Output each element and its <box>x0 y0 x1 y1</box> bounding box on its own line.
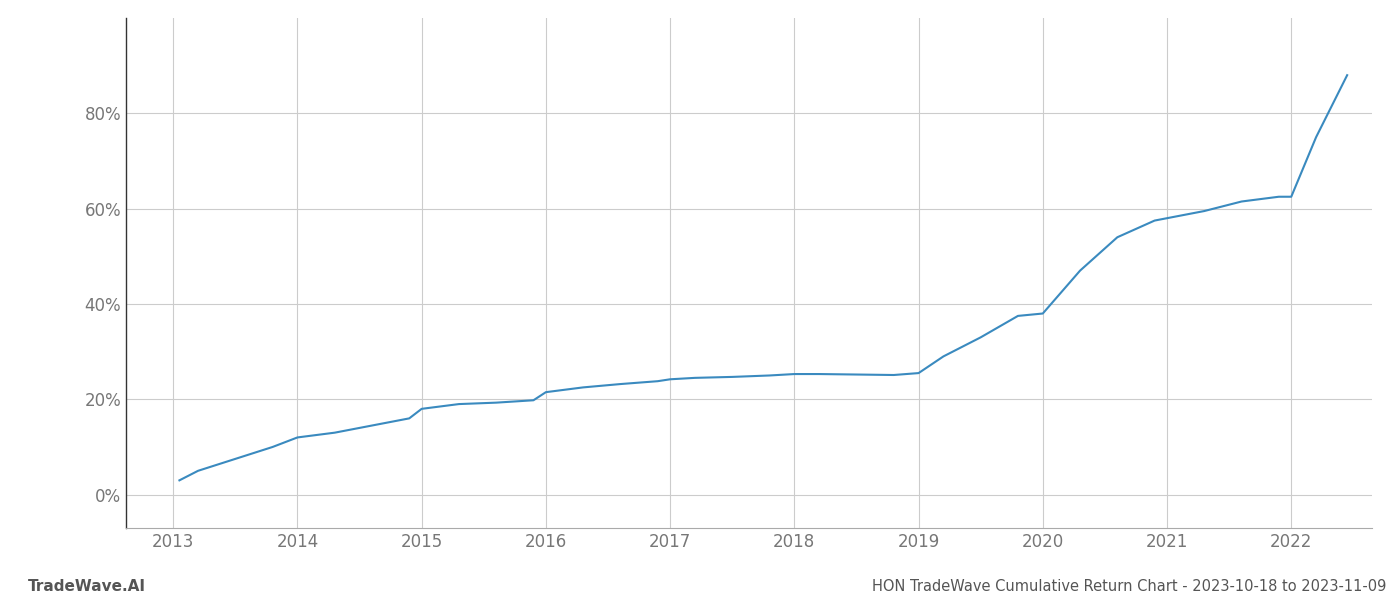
Text: TradeWave.AI: TradeWave.AI <box>28 579 146 594</box>
Text: HON TradeWave Cumulative Return Chart - 2023-10-18 to 2023-11-09: HON TradeWave Cumulative Return Chart - … <box>872 579 1386 594</box>
